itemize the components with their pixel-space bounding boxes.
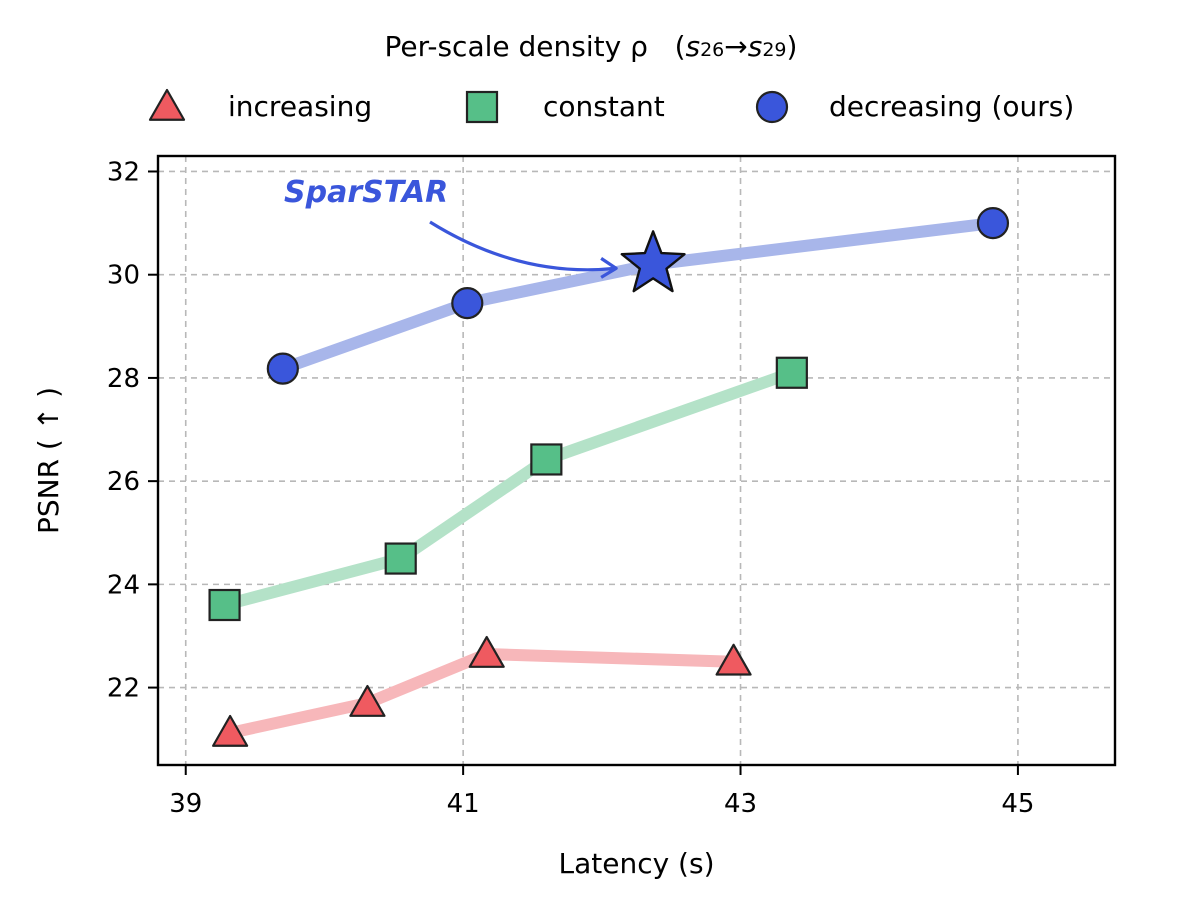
annotation-arrow: [429, 220, 618, 279]
legend-marker-triangle: [148, 88, 186, 121]
series-triangle: [212, 635, 752, 747]
plot-frame: [156, 154, 1117, 767]
highlight-star: [620, 230, 686, 293]
legend-item-square: constant: [463, 84, 843, 130]
series-line: [280, 217, 994, 375]
data-point: [451, 286, 484, 320]
series-circle: [266, 206, 1010, 385]
legend-title: Per-scale density ρ (s26→s29): [0, 30, 1182, 63]
legend-symbol: [148, 88, 186, 121]
legend-title-prefix: Per-scale density ρ: [384, 30, 648, 63]
legend-item-triangle: increasing: [148, 84, 528, 130]
legend-label: increasing: [228, 90, 373, 123]
x-tick-label: 41: [447, 789, 480, 819]
series-line: [228, 648, 734, 739]
grid: [158, 156, 1115, 765]
legend-marker-square: [465, 90, 499, 124]
data-point: [775, 356, 808, 389]
x-tick-label: 43: [724, 789, 757, 819]
x-tick-label: 39: [169, 789, 202, 819]
y-tick-label: 26: [107, 467, 140, 497]
series-square: [208, 356, 808, 622]
data-point: [530, 443, 563, 476]
data-point: [212, 714, 249, 747]
legend-title-range: (s26→s29): [674, 30, 798, 63]
annotation-arrow-head: [600, 257, 618, 279]
legend-symbol: [755, 90, 789, 124]
data-point: [384, 542, 417, 575]
legend-marker-circle: [755, 90, 789, 124]
x-tick-label: 45: [1001, 789, 1034, 819]
y-tick-label: 28: [107, 364, 140, 394]
legend-label: constant: [543, 90, 665, 123]
series-line: [223, 367, 794, 611]
legend-item-circle: decreasing (ours): [753, 84, 1133, 130]
annotation-arrow-shaft: [429, 220, 616, 272]
y-axis-label: PSNR ( ↑ ): [32, 387, 65, 534]
data-point: [266, 352, 299, 385]
y-tick-label: 30: [107, 261, 140, 291]
legend-label: decreasing (ours): [829, 90, 1075, 123]
x-axis-label: Latency (s): [558, 847, 714, 880]
data-point: [468, 635, 505, 668]
data-point: [349, 684, 386, 717]
legend-symbol: [465, 90, 499, 124]
data-point: [715, 643, 752, 676]
data-point: [208, 588, 241, 622]
y-tick-label: 24: [107, 570, 140, 600]
y-tick-label: 22: [107, 674, 140, 704]
annotation-label: SparSTAR: [284, 175, 448, 210]
y-tick-label: 32: [107, 157, 140, 187]
data-point: [976, 206, 1010, 240]
